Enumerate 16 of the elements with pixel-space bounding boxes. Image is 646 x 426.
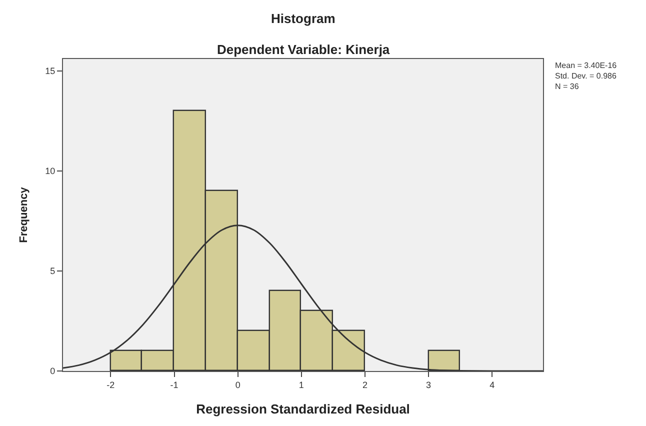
x-tick-label: 0: [235, 380, 240, 390]
chart-subtitle: Dependent Variable: Kinerja: [217, 42, 390, 57]
x-axis-title: Regression Standardized Residual: [196, 401, 410, 416]
x-tick-label: -2: [106, 380, 115, 390]
y-axis-title: Frequency: [18, 186, 30, 243]
chart-title: Histogram: [271, 11, 336, 26]
x-tick-label: 2: [362, 380, 368, 390]
x-tick-label: 3: [426, 380, 432, 390]
y-tick-label: 5: [50, 266, 56, 276]
x-tick-label: -1: [170, 380, 178, 390]
text: Mean = 3.40E-16 Std. Dev. = 0.986 N = 36: [555, 61, 618, 91]
y-tick-label: 15: [45, 66, 56, 76]
y-tick-label: 0: [50, 366, 56, 376]
y-tick-label: 10: [45, 166, 56, 176]
x-tick-label: 1: [298, 380, 304, 390]
x-tick-label: 4: [490, 380, 495, 390]
